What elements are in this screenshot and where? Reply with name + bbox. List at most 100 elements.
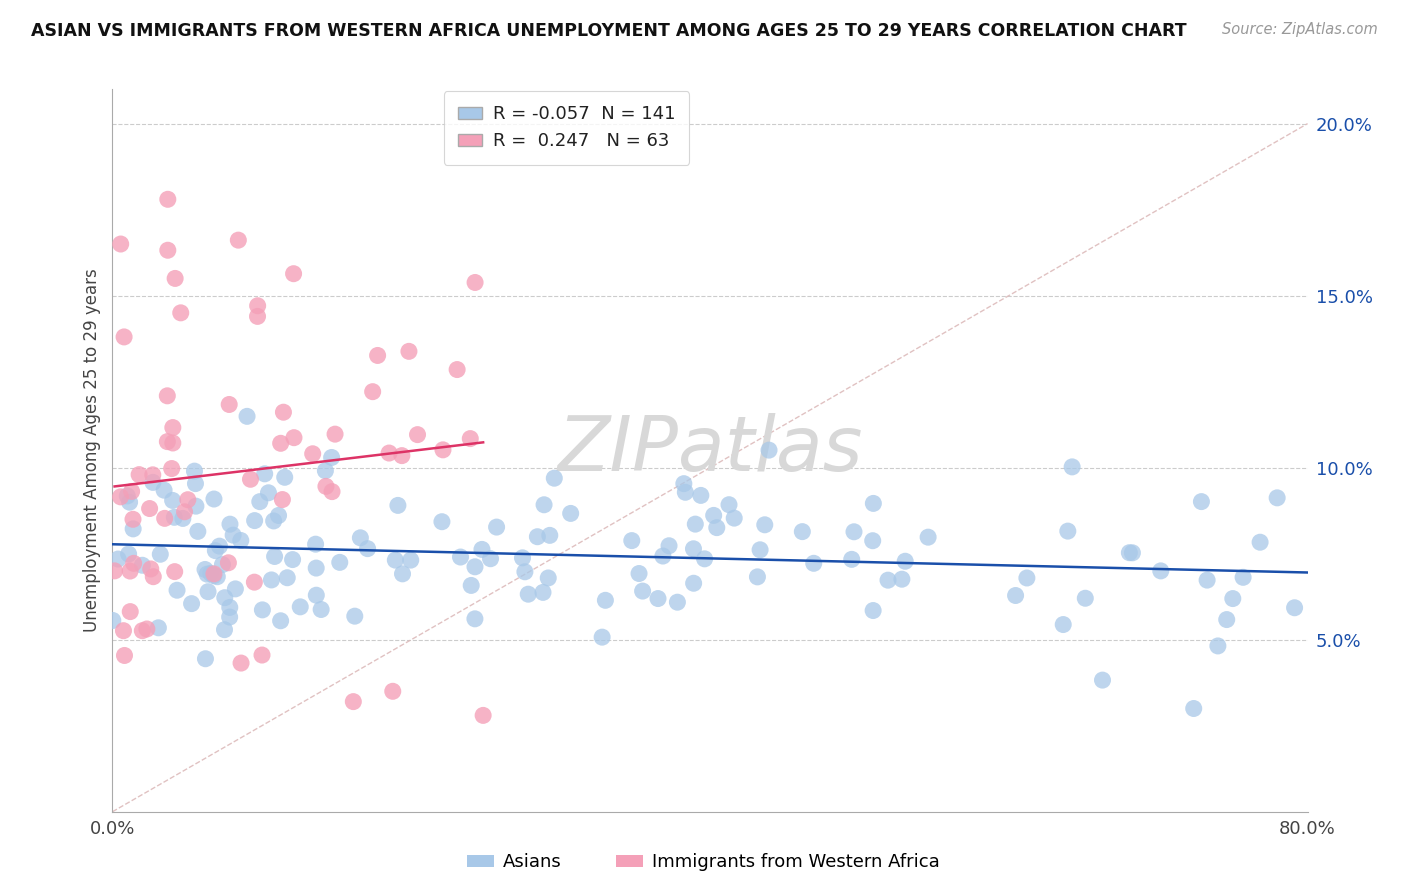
Point	[430, 515, 453, 529]
Point	[107, 552, 129, 566]
Point	[101, 614, 124, 628]
Point	[267, 508, 290, 523]
Point	[252, 603, 274, 617]
Point	[682, 541, 704, 556]
Point	[172, 511, 194, 525]
Point	[114, 648, 136, 663]
Point	[323, 427, 346, 442]
Point	[187, 524, 209, 539]
Point	[214, 623, 236, 637]
Point	[1062, 459, 1084, 474]
Point	[271, 492, 294, 507]
Point	[204, 543, 226, 558]
Point	[219, 517, 242, 532]
Point	[156, 389, 179, 403]
Point	[717, 498, 740, 512]
Point	[270, 436, 292, 450]
Point	[202, 491, 225, 506]
Point	[862, 496, 884, 510]
Point	[1015, 571, 1038, 585]
Point	[917, 530, 939, 544]
Point	[197, 584, 219, 599]
Point	[1121, 546, 1143, 560]
Point	[257, 485, 280, 500]
Point	[273, 405, 295, 419]
Point	[560, 507, 582, 521]
Point	[513, 565, 536, 579]
Point	[689, 488, 711, 502]
Point	[153, 483, 176, 498]
Point	[446, 362, 468, 376]
Point	[263, 549, 285, 564]
Point	[458, 432, 481, 446]
Point	[207, 570, 229, 584]
Point	[183, 464, 205, 478]
Point	[342, 695, 364, 709]
Point	[747, 570, 769, 584]
Point	[792, 524, 814, 539]
Point	[628, 566, 651, 581]
Point	[1249, 535, 1271, 549]
Point	[208, 539, 231, 553]
Point	[512, 550, 534, 565]
Point	[160, 461, 183, 475]
Point	[391, 566, 413, 581]
Point	[250, 648, 273, 662]
Point	[243, 514, 266, 528]
Point	[1215, 613, 1237, 627]
Point	[472, 708, 495, 723]
Point	[1284, 600, 1306, 615]
Point	[1265, 491, 1288, 505]
Point	[450, 549, 472, 564]
Point	[651, 549, 673, 563]
Point	[631, 584, 654, 599]
Point	[156, 192, 179, 206]
Point	[177, 492, 200, 507]
Point	[173, 505, 195, 519]
Point	[1206, 639, 1229, 653]
Point	[214, 591, 236, 605]
Point	[321, 450, 343, 465]
Point	[246, 310, 269, 324]
Point	[120, 564, 142, 578]
Point	[862, 533, 884, 548]
Point	[1150, 564, 1173, 578]
Point	[224, 582, 246, 596]
Point	[217, 556, 239, 570]
Point	[156, 434, 179, 449]
Point	[138, 501, 160, 516]
Point	[693, 551, 716, 566]
Point	[229, 533, 252, 548]
Point	[841, 552, 863, 566]
Point	[305, 588, 328, 602]
Point	[349, 531, 371, 545]
Point	[531, 585, 554, 599]
Point	[112, 624, 135, 638]
Point	[236, 409, 259, 424]
Point	[149, 547, 172, 561]
Point	[162, 420, 184, 434]
Point	[1197, 573, 1219, 587]
Point	[464, 276, 486, 290]
Point	[517, 587, 540, 601]
Point	[356, 541, 378, 556]
Point	[239, 472, 262, 486]
Point	[263, 514, 285, 528]
Point	[290, 599, 312, 614]
Point	[399, 553, 422, 567]
Point	[253, 467, 276, 481]
Point	[131, 624, 153, 638]
Point	[647, 591, 669, 606]
Point	[803, 557, 825, 571]
Point	[533, 498, 555, 512]
Point	[218, 600, 240, 615]
Point	[543, 471, 565, 485]
Point	[243, 575, 266, 590]
Point	[591, 630, 613, 644]
Text: ZIPatlas: ZIPatlas	[557, 414, 863, 487]
Point	[471, 542, 494, 557]
Point	[758, 443, 780, 458]
Point	[281, 552, 304, 566]
Point	[121, 484, 143, 499]
Point	[1189, 494, 1212, 508]
